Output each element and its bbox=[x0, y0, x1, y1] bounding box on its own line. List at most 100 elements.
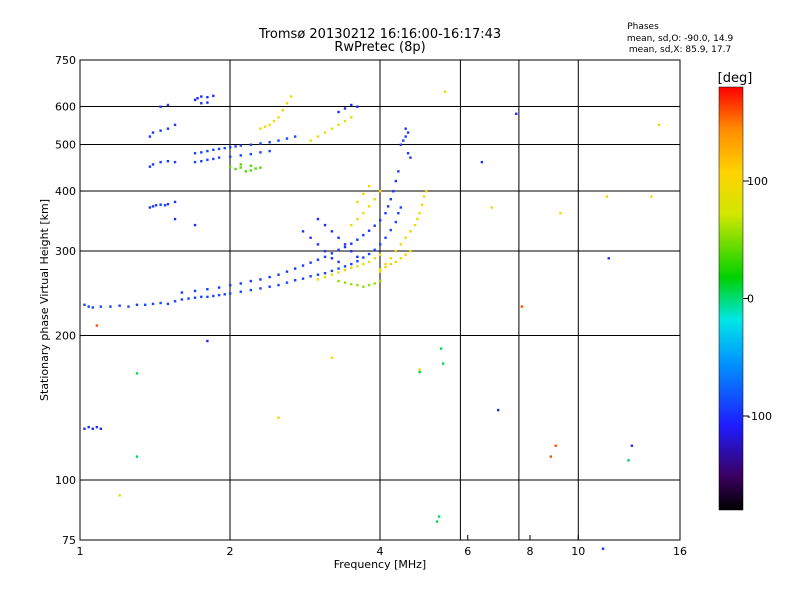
echo-point bbox=[394, 260, 398, 264]
echo-point bbox=[386, 205, 390, 208]
echo-point bbox=[259, 142, 262, 145]
echo-point bbox=[259, 287, 262, 290]
echo-point bbox=[399, 257, 403, 260]
echo-point bbox=[379, 219, 382, 222]
echo-point bbox=[99, 305, 103, 308]
echo-point bbox=[159, 301, 162, 305]
echo-point bbox=[285, 281, 289, 284]
echo-point bbox=[259, 166, 262, 169]
echo-point bbox=[277, 273, 280, 276]
echo-point bbox=[404, 253, 407, 256]
echo-point bbox=[206, 149, 209, 153]
echo-point bbox=[166, 160, 170, 163]
echo-point bbox=[343, 107, 347, 110]
echo-point bbox=[180, 298, 184, 301]
echo-point bbox=[301, 264, 305, 267]
echo-point bbox=[362, 212, 365, 215]
echo-point bbox=[212, 148, 215, 151]
echo-point bbox=[397, 212, 400, 215]
echo-point bbox=[435, 520, 439, 523]
echo-point bbox=[239, 163, 242, 166]
echo-point bbox=[657, 123, 661, 127]
echo-point bbox=[249, 279, 253, 283]
echo-point bbox=[404, 127, 407, 130]
echo-point bbox=[496, 408, 500, 412]
echo-point bbox=[83, 303, 86, 306]
echo-point bbox=[337, 123, 340, 127]
echo-point bbox=[409, 156, 412, 159]
echo-point bbox=[268, 141, 271, 144]
echo-point bbox=[330, 257, 334, 260]
echo-point bbox=[601, 547, 605, 550]
echo-point bbox=[249, 288, 253, 292]
echo-point bbox=[330, 269, 334, 273]
echo-point bbox=[343, 245, 347, 249]
echo-point bbox=[350, 262, 353, 266]
echo-point bbox=[148, 135, 152, 138]
echo-point bbox=[109, 305, 112, 308]
echo-point bbox=[389, 262, 392, 266]
echo-point bbox=[200, 295, 203, 299]
echo-point bbox=[239, 166, 242, 169]
echo-point bbox=[91, 427, 95, 430]
echo-point bbox=[223, 293, 226, 296]
echo-point bbox=[379, 279, 382, 283]
echo-point bbox=[439, 347, 443, 350]
echo-point bbox=[249, 143, 253, 146]
echo-point bbox=[330, 273, 334, 276]
echo-point bbox=[127, 305, 130, 308]
echo-point bbox=[559, 212, 562, 215]
echo-point bbox=[397, 170, 400, 173]
echo-point bbox=[630, 444, 634, 447]
echo-point bbox=[196, 97, 199, 100]
echo-point bbox=[362, 285, 365, 288]
y-tick-label: 750 bbox=[55, 54, 76, 67]
echo-point bbox=[259, 278, 262, 281]
echo-point bbox=[277, 139, 280, 142]
echo-point bbox=[350, 116, 353, 119]
echo-point bbox=[95, 425, 99, 429]
echo-point bbox=[356, 265, 359, 268]
phase-o-stats: mean, sd,O: -90.0, 14.9 bbox=[626, 34, 734, 44]
echo-point bbox=[268, 149, 271, 153]
echo-point bbox=[384, 212, 387, 215]
echo-point bbox=[316, 135, 320, 138]
echo-point bbox=[212, 294, 215, 298]
echo-point bbox=[316, 278, 320, 281]
echo-point bbox=[330, 127, 334, 130]
echo-point bbox=[118, 304, 121, 307]
grid-lines bbox=[80, 60, 680, 540]
echo-point bbox=[193, 223, 197, 227]
echo-point bbox=[229, 146, 232, 149]
echo-point bbox=[343, 268, 347, 272]
echo-point bbox=[350, 283, 353, 286]
echo-point bbox=[443, 90, 447, 93]
echo-point bbox=[148, 206, 152, 209]
echo-point bbox=[343, 119, 347, 123]
echo-point bbox=[337, 248, 340, 252]
echo-point bbox=[367, 184, 371, 188]
echo-point bbox=[173, 160, 177, 164]
echo-point bbox=[418, 368, 421, 371]
echo-point bbox=[87, 425, 90, 429]
echo-point bbox=[277, 116, 280, 119]
echo-point bbox=[350, 266, 353, 270]
echo-point bbox=[356, 105, 359, 108]
echo-point bbox=[99, 427, 103, 430]
echo-point bbox=[166, 127, 170, 130]
echo-point bbox=[217, 293, 221, 297]
echo-point bbox=[206, 158, 209, 162]
echo-point bbox=[399, 243, 403, 246]
echo-point bbox=[607, 257, 610, 260]
echo-point bbox=[392, 190, 395, 193]
echo-point bbox=[229, 283, 232, 287]
colorbar-tick-label: 100 bbox=[747, 175, 768, 188]
echo-point bbox=[263, 125, 267, 128]
echo-point bbox=[143, 303, 147, 306]
echo-point bbox=[549, 455, 553, 458]
echo-point bbox=[193, 152, 197, 155]
y-tick-label: 600 bbox=[55, 101, 76, 114]
echo-point bbox=[166, 202, 170, 206]
x-tick-label: 1 bbox=[77, 545, 84, 558]
echo-point bbox=[362, 192, 365, 196]
